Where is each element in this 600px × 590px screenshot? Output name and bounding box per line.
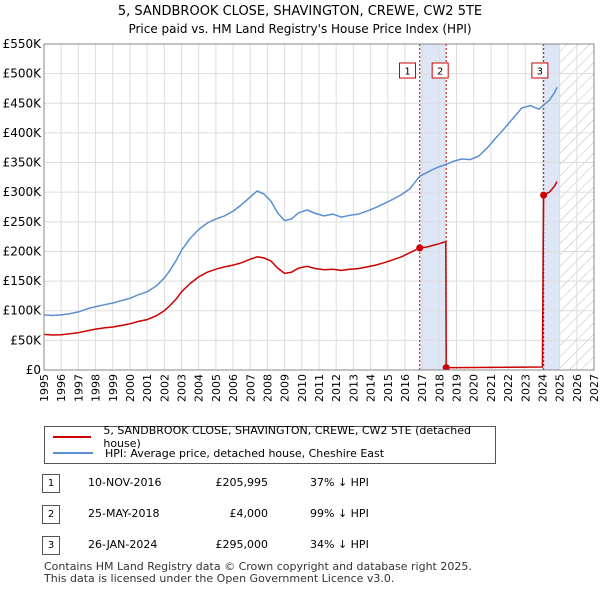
transaction-hpi: 37% ↓ HPI: [310, 476, 369, 489]
x-tick-label: 2000: [124, 374, 137, 402]
y-tick-label: £500K: [3, 67, 43, 81]
x-tick-label: 2004: [193, 374, 206, 402]
chart-title: 5, SANDBROOK CLOSE, SHAVINGTON, CREWE, C…: [117, 4, 483, 19]
x-tick-label: 2019: [451, 374, 464, 402]
annotation-box-2: [431, 62, 449, 79]
transaction-price: £295,000: [215, 538, 269, 551]
price-chart: £0 £50K £100K £150K £200K £250K £300K £350K £400…: [3, 37, 600, 402]
legend-item-price: 5, SANDBROOK CLOSE, SHAVINGTON, CREWE, C…: [53, 424, 495, 450]
transaction-date: 26-JAN-2024: [88, 538, 158, 551]
transaction-number: 3: [42, 536, 60, 555]
x-tick-label: 2010: [296, 374, 309, 402]
x-tick-label: 1998: [90, 374, 103, 402]
hpi-line: [44, 86, 558, 317]
x-tick-label: 2025: [554, 374, 567, 402]
transaction-price: £205,995: [215, 476, 269, 489]
x-tick-label: 2009: [279, 374, 292, 402]
plot-frame: [43, 43, 595, 371]
x-tick-label: 2027: [588, 374, 600, 402]
annotation-box-1: [399, 62, 417, 79]
x-tick-label: 2026: [571, 374, 584, 402]
x-tick-label: 2023: [519, 374, 532, 402]
x-tick-label: 1997: [72, 374, 85, 402]
recent-period-band: [543, 44, 560, 370]
transaction-hpi: 99% ↓ HPI: [310, 507, 369, 520]
chart-legend: 5, SANDBROOK CLOSE, SHAVINGTON, CREWE, C…: [44, 424, 496, 464]
legend-label-price: 5, SANDBROOK CLOSE, SHAVINGTON, CREWE, C…: [103, 424, 471, 450]
x-tick-label: 2006: [227, 374, 240, 402]
x-tick-label: 2008: [261, 374, 274, 402]
transaction-number: 1: [42, 474, 60, 493]
y-tick-label: £400K: [3, 126, 43, 140]
x-tick-label: 2022: [502, 374, 515, 402]
x-tick-label: 2007: [244, 374, 257, 402]
x-tick-label: 1995: [38, 374, 51, 402]
x-tick-label: 2003: [176, 374, 189, 402]
transaction-date: 25-MAY-2018: [88, 507, 160, 520]
transaction-number: 2: [42, 505, 60, 524]
legend-swatch-price: [53, 436, 92, 438]
transaction-date: 10-NOV-2016: [88, 476, 162, 489]
x-tick-label: 2017: [416, 374, 429, 402]
x-tick-label: 1996: [55, 374, 68, 402]
annotation-label-3: 3: [537, 67, 543, 78]
x-tick-label: 2002: [158, 374, 171, 402]
x-tick-label: 2020: [468, 374, 481, 402]
x-tick-label: 2011: [313, 374, 326, 402]
sale-period-band: [419, 44, 447, 370]
annotation-label-2: 2: [437, 67, 443, 78]
x-tick-label: 2001: [141, 374, 154, 402]
y-tick-label: £200K: [3, 244, 43, 258]
y-tick-label: £250K: [3, 215, 43, 229]
sale-point-3: [540, 191, 548, 199]
y-tick-label: £150K: [3, 274, 43, 288]
y-tick-label: £350K: [3, 156, 43, 170]
x-tick-label: 2024: [536, 374, 549, 402]
transaction-hpi: 34% ↓ HPI: [310, 538, 369, 551]
price-line: [44, 181, 558, 369]
x-tick-label: 2021: [485, 374, 498, 402]
y-tick-label: £450K: [3, 96, 43, 110]
footer-line-2: This data is licensed under the Open Gov…: [44, 572, 395, 585]
x-tick-label: 2014: [365, 374, 378, 402]
legend-swatch-hpi: [53, 452, 93, 454]
footer-notice: Contains HM Land Registry data © Crown c…: [44, 561, 472, 585]
legend-label-hpi: HPI: Average price, detached house, Ches…: [105, 446, 385, 460]
x-tick-label: 2015: [382, 374, 395, 402]
annotation-box-3: [531, 62, 549, 79]
y-tick-label: £50K: [10, 333, 42, 347]
footer-line-1: Contains HM Land Registry data © Crown c…: [44, 560, 472, 573]
legend-item-hpi: HPI: Average price, detached house, Ches…: [53, 445, 384, 461]
annotation-label-1: 1: [404, 67, 410, 78]
x-tick-label: 1999: [107, 374, 120, 402]
y-tick-label: £300K: [3, 185, 43, 199]
x-tick-label: 2012: [330, 374, 343, 402]
transaction-price: £4,000: [229, 507, 269, 520]
chart-subtitle: Price paid vs. HM Land Registry's House …: [128, 22, 472, 36]
sale-point-1: [416, 244, 424, 252]
x-tick-label: 2016: [399, 374, 412, 402]
y-tick-label: £100K: [3, 304, 43, 318]
x-tick-label: 2013: [347, 374, 360, 402]
x-tick-label: 2018: [433, 374, 446, 402]
y-tick-label: £550K: [3, 37, 43, 51]
sale-point-2: [442, 364, 450, 370]
x-tick-label: 2005: [210, 374, 223, 402]
y-tick-label: £0: [26, 363, 41, 377]
